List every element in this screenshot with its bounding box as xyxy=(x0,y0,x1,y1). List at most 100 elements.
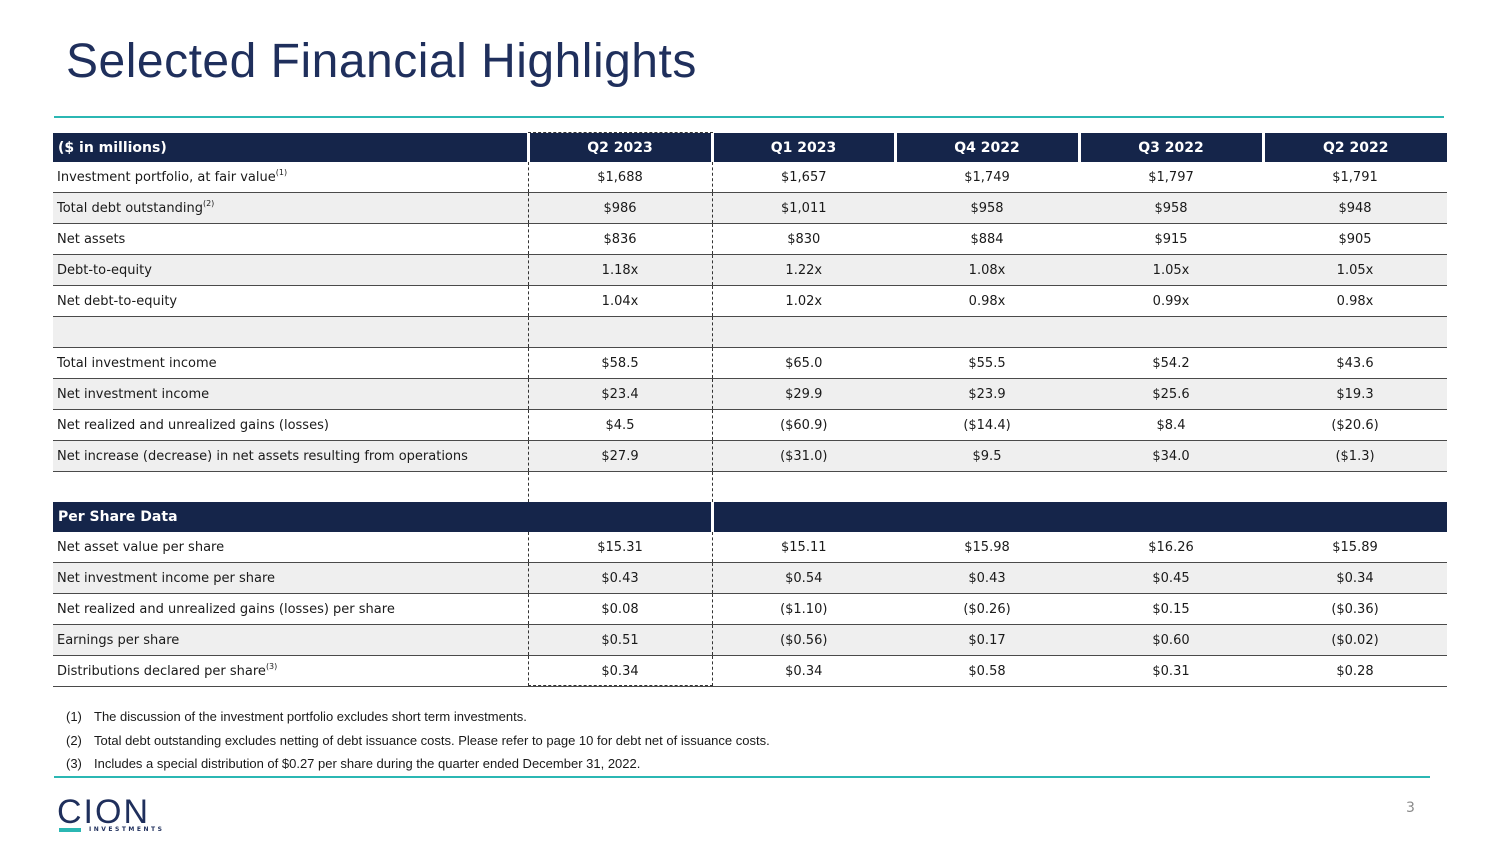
blank-row xyxy=(53,316,1447,348)
cell-value: $0.34 xyxy=(1263,562,1447,594)
cell-value: 1.05x xyxy=(1263,254,1447,286)
cell-value: 1.18x xyxy=(527,254,713,286)
footnote-number: (3) xyxy=(66,756,82,771)
cell-value: 1.22x xyxy=(712,254,895,286)
cell-value: $8.4 xyxy=(1079,409,1263,441)
cell-value: $9.5 xyxy=(895,440,1079,472)
financial-highlights-table: ($ in millions) Q2 2023 Q1 2023 Q4 2022 … xyxy=(53,133,1447,687)
footnote-text: Total debt outstanding excludes netting … xyxy=(94,732,770,748)
table-row: Net increase (decrease) in net assets re… xyxy=(53,440,1447,472)
cell-value: ($20.6) xyxy=(1263,409,1447,441)
empty-cell xyxy=(1263,316,1447,348)
title-divider xyxy=(54,116,1444,118)
row-label: Total debt outstanding(2) xyxy=(53,192,528,224)
cell-value: $958 xyxy=(1079,192,1263,224)
cell-value: $0.43 xyxy=(527,562,713,594)
header-q2-2022: Q2 2022 xyxy=(1261,133,1447,162)
cell-value: $54.2 xyxy=(1079,347,1263,379)
footnote-text: Includes a special distribution of $0.27… xyxy=(94,756,641,771)
cell-value: ($1.10) xyxy=(712,593,895,625)
cell-value: $0.34 xyxy=(527,655,713,687)
cell-value: ($0.56) xyxy=(712,624,895,656)
cell-value: $1,749 xyxy=(895,162,1079,193)
cell-value: $23.9 xyxy=(895,378,1079,410)
cell-value: $1,011 xyxy=(712,192,895,224)
per-share-section-header: Per Share Data xyxy=(53,502,1447,532)
empty-cell xyxy=(712,316,895,348)
header-q3-2022: Q3 2022 xyxy=(1077,133,1263,162)
section-fill xyxy=(710,502,1447,532)
per-share-row: Earnings per share $0.51 ($0.56) $0.17 $0.60… xyxy=(53,624,1447,656)
footnotes: (1) The discussion of the investment por… xyxy=(66,709,770,780)
table-row: Total debt outstanding(2) $986 $1,011 $958 $… xyxy=(53,192,1447,224)
empty-cell xyxy=(53,316,528,348)
cell-value: $948 xyxy=(1263,192,1447,224)
cell-value: $1,797 xyxy=(1079,162,1263,193)
footnote-3: (3) Includes a special distribution of $… xyxy=(66,756,770,780)
row-label-text: Net realized and unrealized gains (losse… xyxy=(57,601,395,617)
header-q4-2022: Q4 2022 xyxy=(893,133,1079,162)
row-label-text: Total investment income xyxy=(57,355,217,371)
cell-value: 0.98x xyxy=(895,285,1079,317)
row-label: Net increase (decrease) in net assets re… xyxy=(53,440,528,472)
footnote-text: The discussion of the investment portfol… xyxy=(94,709,527,724)
cell-value: 1.02x xyxy=(712,285,895,317)
empty-cell xyxy=(527,316,713,348)
cell-value: $29.9 xyxy=(712,378,895,410)
q2-2023-highlight-top xyxy=(528,132,713,133)
row-label-text: Net debt-to-equity xyxy=(57,293,178,309)
cell-value: $0.45 xyxy=(1079,562,1263,594)
table-row: Debt-to-equity 1.18x 1.22x 1.08x 1.05x 1.05x xyxy=(53,254,1447,286)
cell-value: ($0.36) xyxy=(1263,593,1447,625)
cell-value: 1.04x xyxy=(527,285,713,317)
cell-value: $15.98 xyxy=(895,532,1079,563)
footnote-number: (1) xyxy=(66,709,82,724)
cell-value: $27.9 xyxy=(527,440,713,472)
cell-value: 0.98x xyxy=(1263,285,1447,317)
cell-value: $0.31 xyxy=(1079,655,1263,687)
section-fill xyxy=(528,502,712,532)
row-label: Net realized and unrealized gains (losse… xyxy=(53,593,528,625)
per-share-row: Net investment income per share $0.43 $0.5… xyxy=(53,562,1447,594)
cell-value: $1,657 xyxy=(712,162,895,193)
row-label: Earnings per share xyxy=(53,624,528,656)
cell-value: $0.60 xyxy=(1079,624,1263,656)
cell-value: $986 xyxy=(527,192,713,224)
empty-cell xyxy=(1263,472,1447,503)
empty-cell xyxy=(1079,472,1263,503)
cell-value: $55.5 xyxy=(895,347,1079,379)
table-header-row: ($ in millions) Q2 2023 Q1 2023 Q4 2022 … xyxy=(53,133,1447,162)
row-label: Distributions declared per share(3) xyxy=(53,655,528,687)
empty-cell xyxy=(895,316,1079,348)
cell-value: $58.5 xyxy=(527,347,713,379)
table-row: Net debt-to-equity 1.04x 1.02x 0.98x 0.99x 0.… xyxy=(53,285,1447,317)
cell-value: 0.99x xyxy=(1079,285,1263,317)
row-label: Net realized and unrealized gains (losse… xyxy=(53,409,528,441)
cell-value: $884 xyxy=(895,223,1079,255)
cell-value: $15.11 xyxy=(712,532,895,563)
table-row: Net investment income $23.4 $29.9 $23.9 $25.… xyxy=(53,378,1447,410)
per-share-row: Net asset value per share $15.31 $15.11 $15… xyxy=(53,532,1447,563)
footer-divider xyxy=(54,776,1430,778)
footnote-ref: (1) xyxy=(275,167,288,177)
empty-cell xyxy=(895,472,1079,503)
cell-value: 1.08x xyxy=(895,254,1079,286)
table-row: Investment portfolio, at fair value(1) $1… xyxy=(53,162,1447,193)
row-label-text: Earnings per share xyxy=(57,632,180,648)
q2-2023-highlight-bottom xyxy=(528,685,713,686)
row-label: Net asset value per share xyxy=(53,532,528,563)
cell-value: $830 xyxy=(712,223,895,255)
row-label-text: Total debt outstanding xyxy=(57,200,203,216)
footnote-ref: (3) xyxy=(265,661,278,671)
row-label: Investment portfolio, at fair value(1) xyxy=(53,162,528,193)
cell-value: 1.05x xyxy=(1079,254,1263,286)
cell-value: $0.54 xyxy=(712,562,895,594)
page-number: 3 xyxy=(1406,800,1415,816)
table-row: Net assets $836 $830 $884 $915 $905 xyxy=(53,223,1447,255)
cell-value: $25.6 xyxy=(1079,378,1263,410)
section-title: Per Share Data xyxy=(53,502,528,532)
logo-accent-bar xyxy=(59,828,81,832)
table-row: Total investment income $58.5 $65.0 $55.5 $5… xyxy=(53,347,1447,379)
page-title: Selected Financial Highlights xyxy=(66,35,697,88)
cell-value: ($0.02) xyxy=(1263,624,1447,656)
